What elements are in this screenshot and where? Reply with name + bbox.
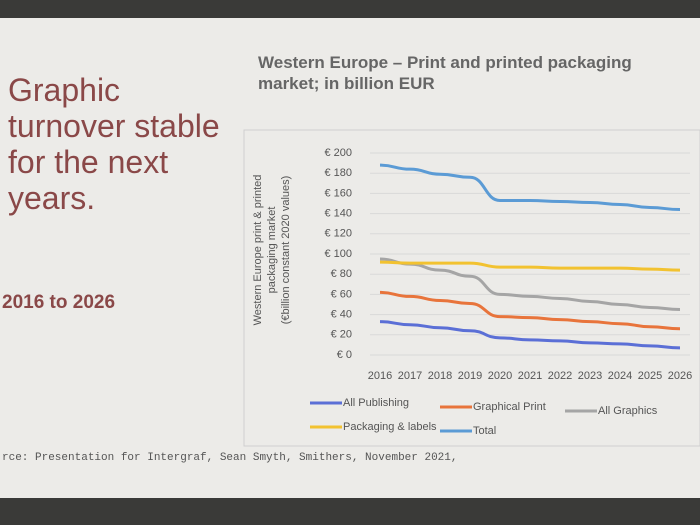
y-axis-label: Western Europe print & printed packaging … — [252, 175, 292, 326]
y-axis-label-line: packaging market — [266, 207, 278, 294]
y-axis-label-line: (€billion constant 2020 values) — [280, 176, 292, 325]
y-tick-label: € 0 — [337, 349, 352, 361]
x-tick-label: 2016 — [368, 370, 392, 382]
x-tick-label: 2018 — [428, 370, 452, 382]
slide-heading: Graphic turnover stable for the next yea… — [8, 72, 220, 216]
x-tick-label: 2019 — [458, 370, 482, 382]
y-tick-label: € 40 — [331, 309, 352, 321]
series-line — [379, 257, 681, 312]
y-tick-label: € 160 — [324, 187, 352, 199]
legend-label: Total — [473, 425, 496, 437]
y-tick-label: € 60 — [331, 288, 352, 300]
slide-period: 2016 to 2026 — [2, 292, 116, 313]
y-tick-label: € 140 — [324, 208, 352, 220]
x-tick-label: 2024 — [608, 370, 632, 382]
legend-label: All Publishing — [343, 397, 409, 409]
x-tick-label: 2021 — [518, 370, 542, 382]
source-note: rce: Presentation for Intergraf, Sean Sm… — [2, 452, 458, 464]
series-line — [379, 260, 681, 272]
series-line — [379, 320, 681, 350]
x-tick-label: 2017 — [398, 370, 422, 382]
x-tick-label: 2023 — [578, 370, 602, 382]
chart-title: Western Europe – Print and printed packa… — [258, 53, 632, 93]
legend-label: Packaging & labels — [343, 421, 437, 433]
y-tick-label: € 80 — [331, 268, 352, 280]
y-tick-label: € 20 — [331, 329, 352, 341]
y-tick-label: € 200 — [324, 147, 352, 159]
y-tick-label: € 120 — [324, 228, 352, 240]
x-tick-label: 2025 — [638, 370, 662, 382]
x-tick-label: 2026 — [668, 370, 692, 382]
x-tick-label: 2022 — [548, 370, 572, 382]
legend-label: All Graphics — [598, 405, 658, 417]
slide — [0, 18, 700, 498]
series-line — [379, 163, 681, 212]
y-axis-label-line: Western Europe print & printed — [252, 175, 264, 326]
legend-label: Graphical Print — [473, 401, 546, 413]
series-line — [379, 290, 681, 331]
y-tick-label: € 180 — [324, 167, 352, 179]
x-tick-label: 2020 — [488, 370, 512, 382]
y-tick-label: € 100 — [324, 248, 352, 260]
chart-frame — [243, 129, 700, 447]
